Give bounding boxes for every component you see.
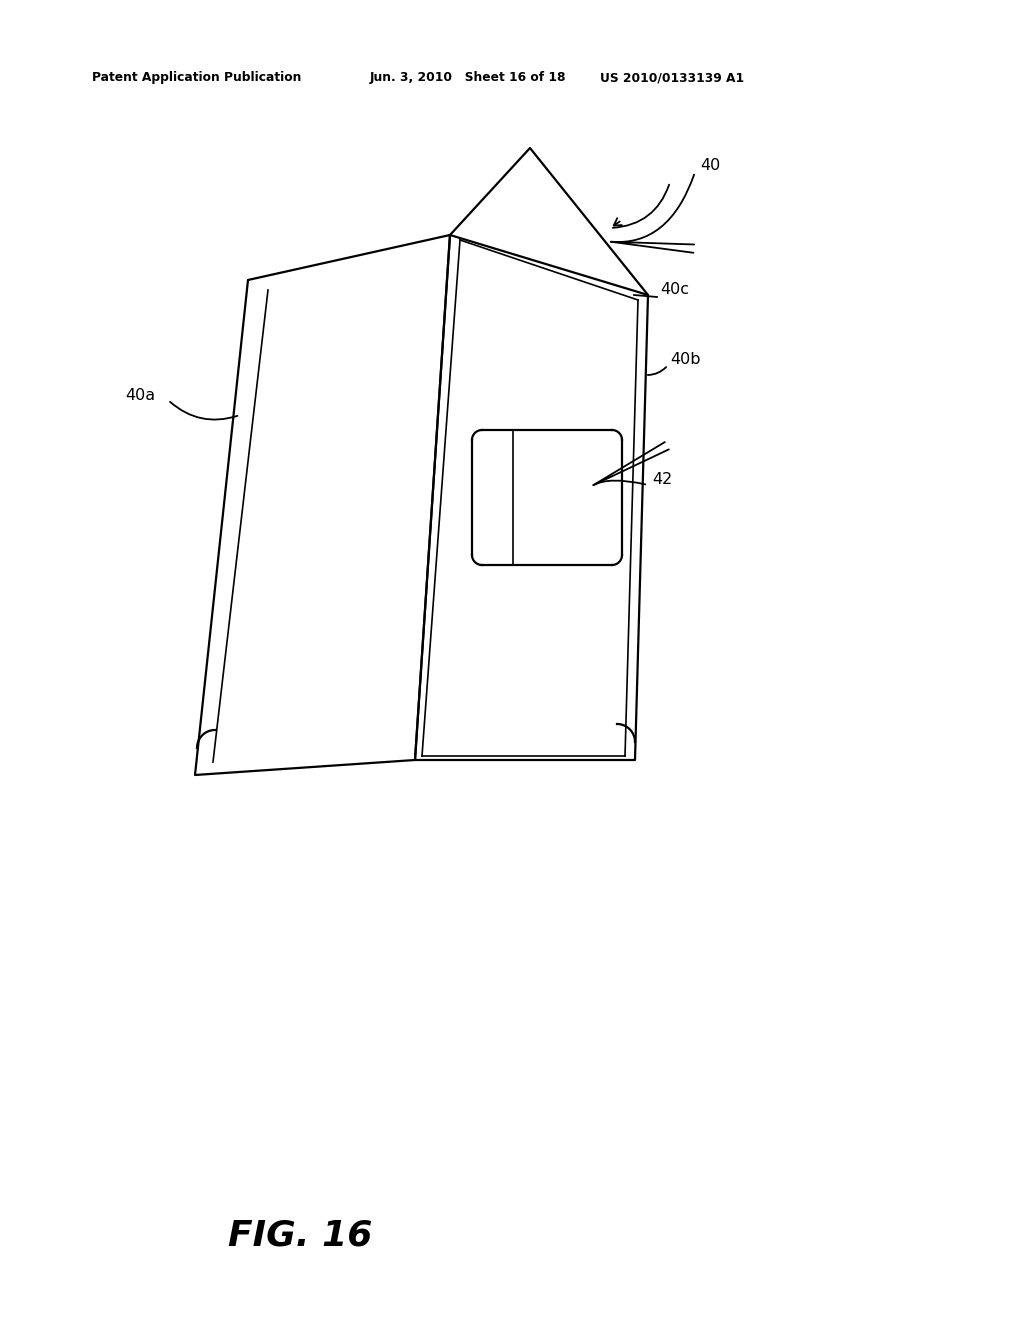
Text: 40: 40 — [700, 157, 720, 173]
Text: Patent Application Publication: Patent Application Publication — [92, 71, 301, 84]
Text: FIG. 16: FIG. 16 — [227, 1218, 372, 1251]
Text: Jun. 3, 2010   Sheet 16 of 18: Jun. 3, 2010 Sheet 16 of 18 — [370, 71, 566, 84]
Text: US 2010/0133139 A1: US 2010/0133139 A1 — [600, 71, 744, 84]
Text: 40c: 40c — [660, 282, 689, 297]
Text: 40b: 40b — [670, 352, 700, 367]
Text: 42: 42 — [652, 473, 672, 487]
Text: 40a: 40a — [125, 388, 155, 403]
